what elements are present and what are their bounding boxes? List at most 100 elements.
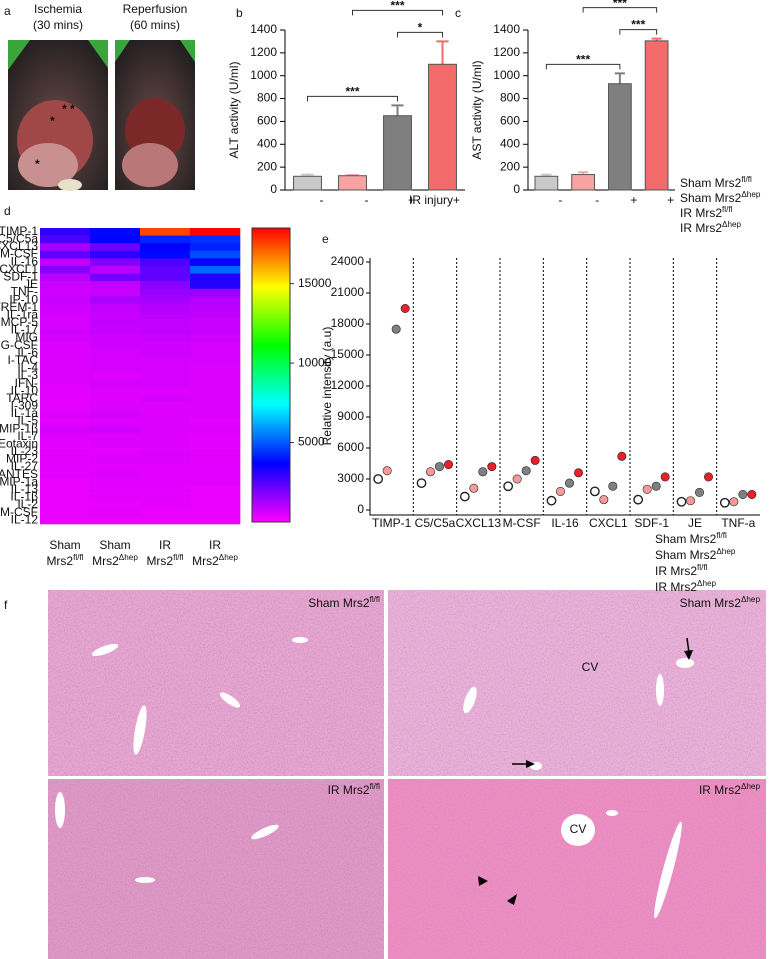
y-tick-label: 15000 (331, 347, 365, 361)
dot (608, 481, 618, 491)
row-label: IL-12 (11, 512, 39, 526)
heatmap-cell (190, 493, 241, 502)
row-label: IL-4 (17, 361, 38, 375)
heatmap-cell (40, 493, 91, 502)
heatmap-cell (140, 258, 191, 267)
histology-label: Sham Mrs2Δhep (680, 595, 761, 611)
heatmap-cell (190, 250, 241, 259)
y-tick-label: 1200 (493, 45, 520, 59)
heatmap-cell (140, 463, 191, 472)
heatmap-cell (90, 440, 141, 449)
heatmap-cell (40, 265, 91, 274)
row-label: MCP-5 (1, 315, 39, 329)
heatmap-cell (140, 402, 191, 411)
y-tick-label: 1200 (250, 45, 277, 59)
column-label-text: Mrs2 (46, 554, 73, 568)
colorbar-tick-label: 10000 (298, 355, 332, 369)
dot (633, 494, 644, 505)
legend-entry: IR Mrs2Δhep (655, 579, 717, 595)
legend-entry-sup: Δhep (741, 190, 761, 199)
y-tick-label: 200 (257, 159, 277, 173)
heatmap-cell (190, 486, 241, 494)
bar (571, 174, 596, 191)
heatmap-cell (40, 228, 91, 236)
dot (747, 489, 757, 499)
photo-caption: Ischemia (34, 2, 82, 16)
bar (383, 115, 412, 191)
column-label: Sham (49, 538, 80, 552)
heatmap-cell (90, 281, 141, 290)
heatmap-cell (190, 448, 241, 456)
legend-entry-sup: Δhep (722, 220, 742, 229)
bar (607, 83, 632, 191)
heatmap-cell (190, 288, 241, 297)
heatmap-cell (40, 288, 91, 297)
x-tick-label: - (595, 193, 599, 207)
heatmap-cell (190, 372, 241, 381)
row-label: IL-5 (17, 414, 38, 428)
column-label-text: Mrs2 (146, 554, 173, 568)
heatmap-cell (140, 486, 191, 494)
column-label: IR (159, 538, 171, 552)
x-tick-label: CXCL1 (589, 516, 628, 530)
y-tick-label: 21000 (331, 285, 365, 299)
column-label: Mrs2Δhep (92, 553, 138, 569)
bar (338, 175, 367, 191)
heatmap-cell (40, 311, 91, 320)
panel-label: b (236, 6, 243, 20)
column-label-sup: fl/fl (73, 553, 84, 562)
dot (512, 474, 522, 484)
legend-entry-text: IR Mrs2 (655, 564, 697, 578)
heatmap-cell (190, 243, 241, 252)
legend-entry-sup: fl/fl (697, 563, 708, 572)
heatmap-cell (90, 463, 141, 472)
dot (521, 466, 531, 476)
heatmap-cell (40, 235, 91, 244)
significance-label: *** (390, 0, 404, 13)
bar (293, 175, 322, 191)
heatmap-cell (140, 243, 191, 252)
axis (369, 258, 760, 516)
x-tick-label: + (630, 193, 637, 207)
heatmap-cell (40, 250, 91, 259)
heatmap-cell (90, 387, 141, 396)
heatmap-cell (190, 235, 241, 244)
significance-bracket (619, 29, 658, 35)
significance-bracket (307, 95, 398, 102)
y-tick-label: 6000 (337, 440, 364, 454)
heatmap-cell (90, 250, 141, 259)
row-label: Eotaxin (0, 436, 38, 450)
bar (534, 175, 559, 191)
dot (729, 497, 739, 507)
heatmap-cell (190, 273, 241, 282)
heatmap-cell (40, 364, 91, 373)
heatmap-cell (90, 402, 141, 411)
heatmap-cell (90, 410, 141, 419)
x-tick-label: M-CSF (503, 516, 541, 530)
y-tick-label: 3000 (337, 471, 364, 485)
y-tick-label: 9000 (337, 409, 364, 423)
heatmap-cell (90, 508, 141, 517)
heatmap-cell (40, 478, 91, 487)
heatmap-cell (90, 235, 141, 244)
heatmap-cell (90, 432, 141, 441)
heatmap-cell (90, 296, 141, 305)
heatmap-cell (190, 508, 241, 517)
dot (382, 466, 392, 476)
row-label: SDF-1 (3, 270, 38, 284)
heatmap-cell (40, 326, 91, 335)
heatmap-cell (90, 486, 141, 494)
error-bar (391, 104, 404, 116)
heatmap-cell (190, 311, 241, 320)
heatmap-cell (90, 334, 141, 343)
legend-entry-sup: fl/fl (716, 531, 727, 540)
heatmap-cell (90, 349, 141, 358)
photo-caption: (60 mins) (130, 18, 180, 32)
legend-entry: IR Mrs2Δhep (680, 220, 742, 236)
legend-entry-text: IR Mrs2 (680, 206, 722, 220)
heatmap-cell (40, 394, 91, 403)
heatmap-cell (190, 349, 241, 358)
heatmap-cell (40, 508, 91, 517)
heatmap-cell (140, 349, 191, 358)
heatmap-cell (40, 349, 91, 358)
